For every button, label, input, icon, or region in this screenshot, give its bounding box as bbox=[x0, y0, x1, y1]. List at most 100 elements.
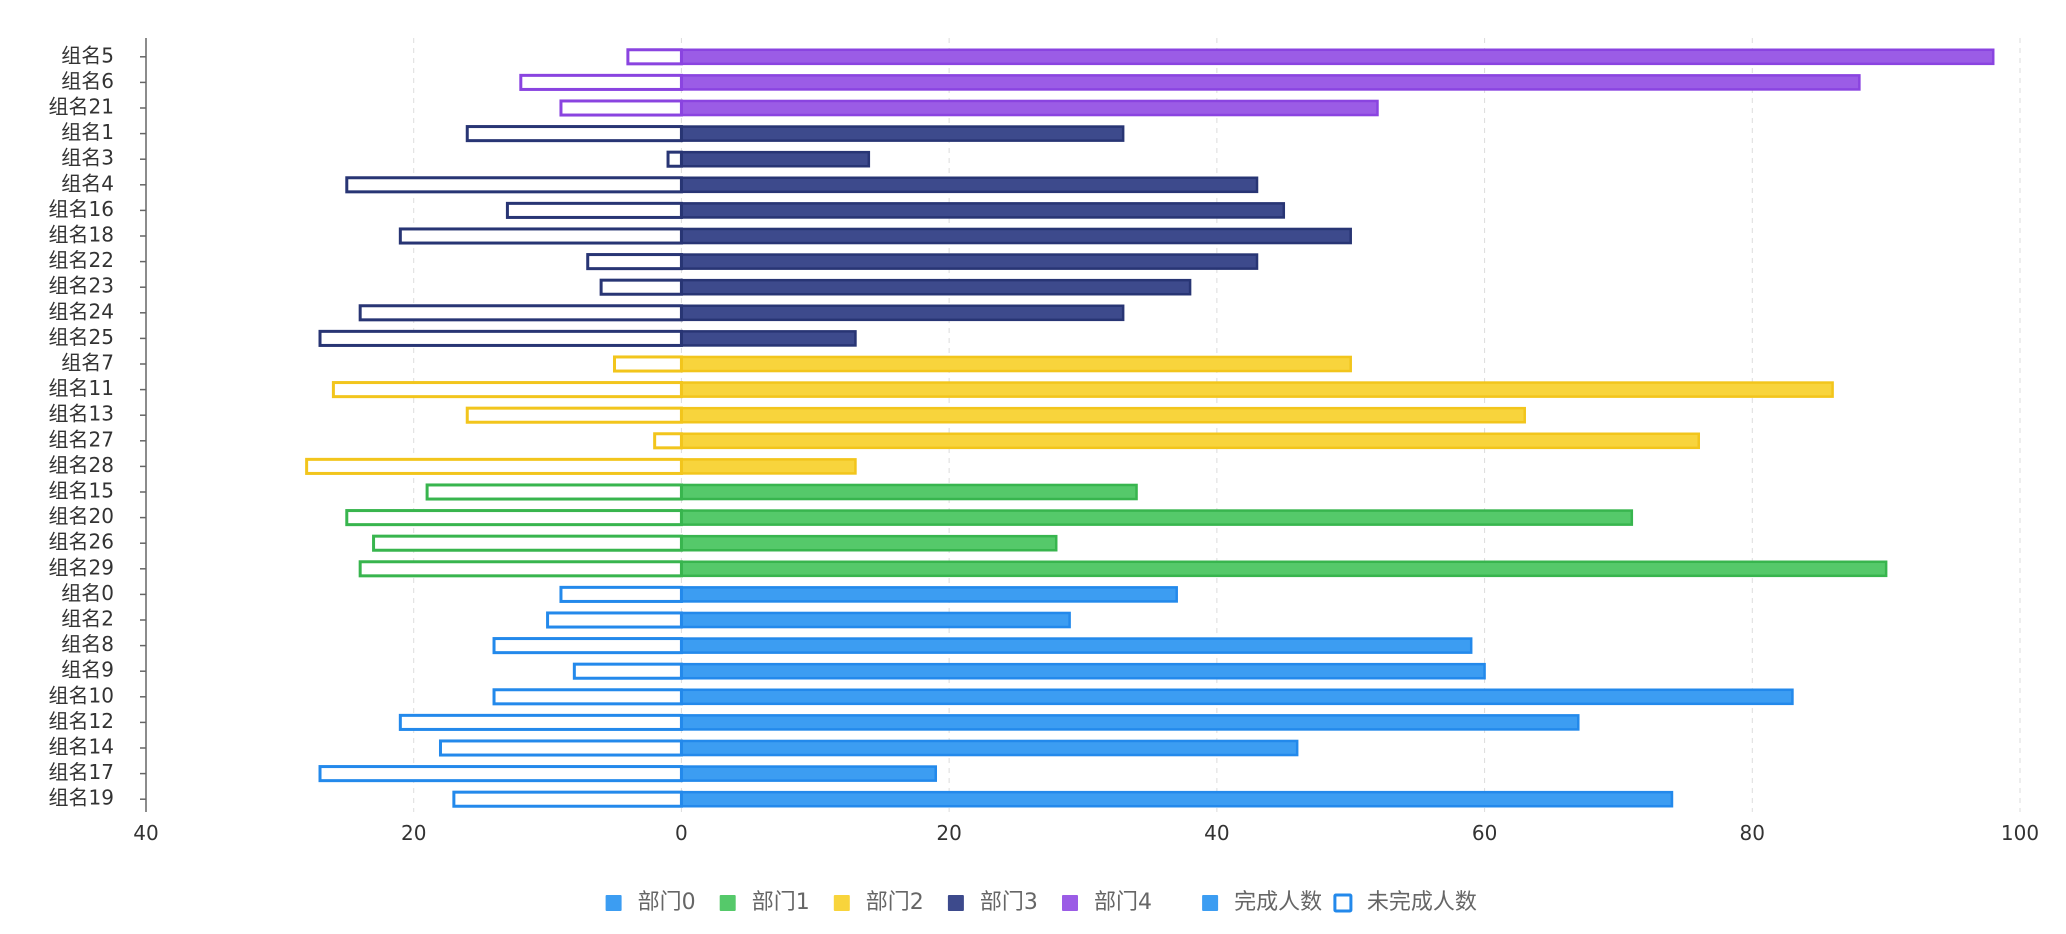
y-tick-label: 组名14 bbox=[49, 735, 114, 759]
bar-incomplete[interactable] bbox=[586, 253, 683, 271]
bar-completed[interactable] bbox=[680, 125, 1125, 142]
bar-incomplete[interactable] bbox=[398, 713, 683, 731]
bar-completed[interactable] bbox=[680, 176, 1259, 194]
bar-completed[interactable] bbox=[680, 790, 1674, 808]
y-tick-label: 组名4 bbox=[61, 171, 114, 195]
legend-item[interactable]: 完成人数 bbox=[1202, 890, 1322, 915]
bar-completed[interactable] bbox=[680, 48, 1995, 66]
legend-label: 部门2 bbox=[866, 890, 924, 915]
bar-completed[interactable] bbox=[680, 458, 857, 475]
y-tick-label: 组名11 bbox=[49, 376, 114, 400]
y-tick-label: 组名0 bbox=[61, 581, 114, 605]
bar-completed[interactable] bbox=[680, 534, 1058, 552]
bar-completed[interactable] bbox=[680, 330, 857, 347]
bar-incomplete[interactable] bbox=[345, 176, 683, 194]
bar-incomplete[interactable] bbox=[559, 585, 683, 603]
y-tick-label: 组名26 bbox=[49, 530, 114, 554]
bar-incomplete[interactable] bbox=[613, 355, 683, 373]
legend-item[interactable]: 部门0 bbox=[605, 890, 696, 915]
bar-incomplete[interactable] bbox=[331, 381, 683, 399]
y-tick-label: 组名17 bbox=[49, 760, 114, 784]
bar-incomplete[interactable] bbox=[318, 765, 683, 783]
legend-item[interactable]: 部门2 bbox=[833, 890, 924, 915]
legend-label: 部门1 bbox=[752, 890, 810, 915]
legend-label: 部门4 bbox=[1094, 890, 1152, 915]
y-tick-label: 组名24 bbox=[49, 299, 114, 323]
bar-incomplete[interactable] bbox=[599, 278, 683, 296]
bar-completed[interactable] bbox=[680, 509, 1634, 526]
legend-label: 部门0 bbox=[638, 890, 696, 915]
legend-swatch bbox=[719, 895, 736, 911]
bar-completed[interactable] bbox=[680, 227, 1352, 245]
legend-swatch bbox=[833, 895, 850, 911]
bar-incomplete[interactable] bbox=[398, 227, 683, 245]
bar-incomplete[interactable] bbox=[465, 406, 683, 424]
bar-incomplete[interactable] bbox=[425, 483, 683, 501]
legend-swatch bbox=[1062, 895, 1078, 911]
legend-label: 未完成人数 bbox=[1367, 890, 1477, 915]
bar-completed[interactable] bbox=[680, 99, 1379, 117]
y-tick-label: 组名25 bbox=[49, 325, 114, 349]
bar-incomplete[interactable] bbox=[465, 125, 683, 143]
bar-incomplete[interactable] bbox=[519, 73, 683, 91]
legend[interactable]: 部门0 部门1 部门2 部门3 部门4 完成人数 未完成人数 bbox=[605, 890, 1477, 915]
bar-incomplete[interactable] bbox=[358, 560, 683, 578]
bar-completed[interactable] bbox=[680, 74, 1861, 91]
bar-incomplete[interactable] bbox=[438, 739, 683, 757]
bar-incomplete[interactable] bbox=[653, 432, 683, 450]
y-tick-label: 组名10 bbox=[49, 683, 114, 707]
bar-completed[interactable] bbox=[680, 304, 1125, 322]
y-tick-label: 组名12 bbox=[49, 709, 114, 733]
y-tick-label: 组名27 bbox=[49, 427, 114, 451]
y-tick-label: 组名29 bbox=[49, 555, 114, 579]
legend-item[interactable]: 部门1 bbox=[719, 890, 810, 915]
bar-incomplete[interactable] bbox=[492, 637, 683, 655]
bar-incomplete[interactable] bbox=[546, 611, 683, 629]
bar-completed[interactable] bbox=[680, 406, 1526, 424]
bar-incomplete[interactable] bbox=[492, 688, 683, 706]
legend-item[interactable]: 部门3 bbox=[947, 890, 1038, 915]
bar-completed[interactable] bbox=[680, 637, 1473, 654]
bar-incomplete[interactable] bbox=[358, 304, 683, 322]
y-tick-label: 组名9 bbox=[61, 658, 114, 682]
bar-completed[interactable] bbox=[680, 586, 1178, 603]
legend-swatch bbox=[605, 895, 622, 911]
bar-completed[interactable] bbox=[680, 662, 1486, 680]
bar-incomplete[interactable] bbox=[626, 48, 683, 66]
bar-completed[interactable] bbox=[680, 611, 1071, 629]
y-tick-label: 组名19 bbox=[49, 786, 114, 810]
y-tick-label: 组名8 bbox=[61, 632, 114, 656]
bar-incomplete[interactable] bbox=[305, 457, 683, 475]
legend-item[interactable]: 未完成人数 bbox=[1333, 890, 1477, 915]
bar-completed[interactable] bbox=[680, 739, 1299, 757]
bar-incomplete[interactable] bbox=[505, 201, 683, 219]
bar-incomplete[interactable] bbox=[559, 99, 683, 117]
bar-completed[interactable] bbox=[680, 381, 1834, 398]
x-tick-label: 40 bbox=[133, 821, 158, 845]
x-tick-label: 60 bbox=[1472, 821, 1497, 845]
bar-completed[interactable] bbox=[680, 150, 871, 168]
bar-completed[interactable] bbox=[680, 560, 1888, 578]
bar-completed[interactable] bbox=[680, 688, 1794, 706]
bar-completed[interactable] bbox=[680, 355, 1352, 373]
x-tick-label: 100 bbox=[2001, 821, 2039, 845]
bar-completed[interactable] bbox=[680, 278, 1192, 296]
bar-completed[interactable] bbox=[680, 483, 1138, 501]
bar-completed[interactable] bbox=[680, 202, 1286, 219]
bar-incomplete[interactable] bbox=[666, 150, 683, 168]
bar-incomplete[interactable] bbox=[572, 662, 683, 680]
axes: 组名5组名6组名21组名1组名3组名4组名16组名18组名22组名23组名24组… bbox=[49, 38, 2039, 845]
bar-incomplete[interactable] bbox=[345, 509, 683, 527]
bar-completed[interactable] bbox=[680, 714, 1580, 731]
bar-completed[interactable] bbox=[680, 765, 938, 782]
legend-label: 部门3 bbox=[980, 890, 1038, 915]
bar-completed[interactable] bbox=[680, 253, 1259, 270]
y-tick-label: 组名20 bbox=[49, 504, 114, 528]
x-tick-label: 20 bbox=[936, 821, 961, 845]
bar-completed[interactable] bbox=[680, 432, 1700, 450]
bar-incomplete[interactable] bbox=[372, 534, 683, 552]
bar-incomplete[interactable] bbox=[452, 790, 683, 808]
legend-item[interactable]: 部门4 bbox=[1062, 890, 1152, 915]
bar-incomplete[interactable] bbox=[318, 329, 683, 347]
